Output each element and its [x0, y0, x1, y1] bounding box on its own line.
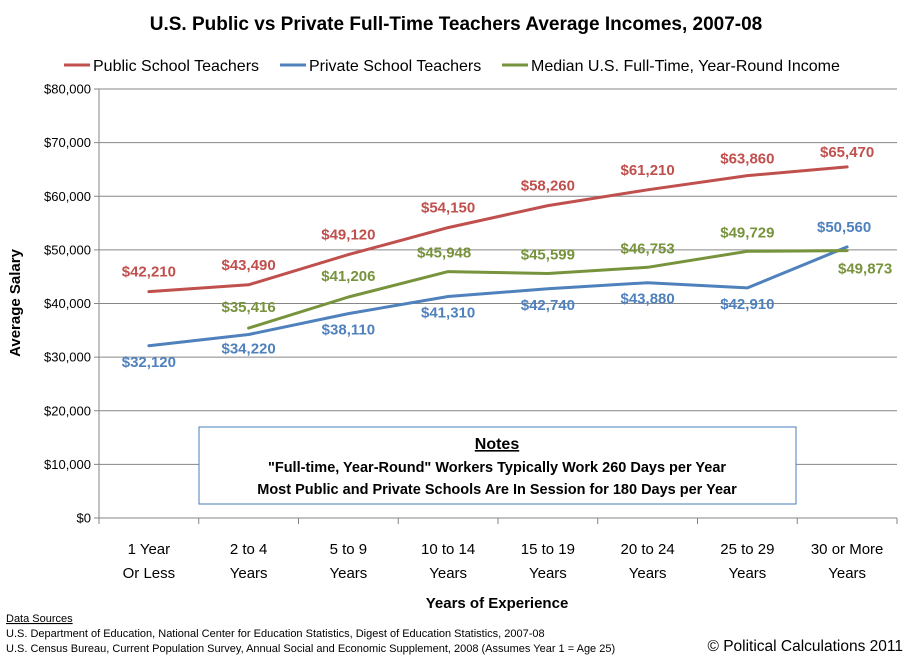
y-tick-label: $50,000: [44, 242, 91, 257]
data-label: $43,880: [621, 291, 675, 308]
notes-heading: Notes: [475, 436, 520, 453]
x-tick-label: 5 to 9 Years: [329, 541, 367, 582]
x-tick-label-line: Years: [329, 565, 367, 582]
series-line: [147, 245, 849, 348]
data-label: $43,490: [222, 257, 276, 274]
series-line: [147, 165, 849, 294]
y-axis: $0 $10,000 $20,000 $30,000 $40,000 $50,000 $60…: [44, 82, 100, 526]
x-tick-label: 2 to 4 Years: [230, 541, 268, 582]
data-label: $32,120: [122, 354, 176, 371]
data-label: $49,873: [838, 261, 892, 278]
y-axis-title: Average Salary: [7, 248, 24, 357]
legend-label: Private School Teachers: [309, 58, 481, 75]
data-label: $34,220: [222, 340, 276, 357]
data-label: $42,210: [122, 264, 176, 281]
data-label: $35,416: [222, 299, 276, 316]
legend-label: Public School Teachers: [93, 58, 259, 75]
chart-title: U.S. Public vs Private Full-Time Teacher…: [150, 14, 763, 35]
notes-line-2: Most Public and Private Schools Are In S…: [257, 482, 737, 498]
x-tick-label-line: Years: [629, 565, 667, 582]
y-tick-label: $20,000: [44, 403, 91, 418]
y-tick-label: $70,000: [44, 135, 91, 150]
data-label: $45,599: [521, 246, 575, 263]
x-tick-label-line: 15 to 19: [521, 541, 575, 558]
series-line: [247, 249, 849, 330]
data-label: $42,740: [521, 297, 575, 314]
x-tick-label: 1 Year Or Less: [123, 541, 176, 582]
data-label: $49,120: [321, 227, 375, 244]
x-tick-label-line: Years: [828, 565, 866, 582]
y-tick-label: $80,000: [44, 82, 91, 97]
data-label: $50,560: [817, 219, 871, 236]
copyright-notice: © Political Calculations 2011: [707, 638, 903, 655]
x-tick-label-line: 10 to 14: [421, 541, 475, 558]
x-tick-label-line: 30 or More: [811, 541, 884, 558]
data-label: $45,948: [417, 245, 471, 262]
data-label: $41,206: [321, 268, 375, 285]
legend-label: Median U.S. Full-Time, Year-Round Income: [531, 58, 840, 75]
series-layer: [147, 165, 849, 348]
x-tick-label-line: 2 to 4: [230, 541, 268, 558]
sources-heading: Data Sources: [6, 613, 73, 625]
data-label: $54,150: [421, 200, 475, 217]
data-label: $41,310: [421, 304, 475, 321]
data-labels-layer: $42,210 $43,490 $49,120 $54,150 $58,260 $61,2…: [122, 144, 892, 371]
x-tick-label-line: 1 Year: [128, 541, 171, 558]
data-label: $46,753: [621, 240, 675, 257]
y-tick-label: $30,000: [44, 350, 91, 365]
x-tick-label: 15 to 19 Years: [521, 541, 575, 582]
x-tick-label-line: Years: [529, 565, 567, 582]
sources-line-2: U.S. Census Bureau, Current Population S…: [6, 643, 615, 655]
data-label: $38,110: [322, 322, 375, 339]
x-tick-label: 25 to 29 Years: [720, 541, 774, 582]
data-label: $49,729: [720, 224, 774, 241]
data-label: $63,860: [720, 151, 774, 168]
y-tick-label: $40,000: [44, 296, 91, 311]
x-tick-label-line: Years: [230, 565, 268, 582]
x-tick-label-line: Years: [728, 565, 766, 582]
x-tick-label-line: 25 to 29: [720, 541, 774, 558]
y-tick-label: $0: [77, 511, 91, 526]
notes-box: Notes "Full-time, Year-Round" Workers Ty…: [198, 426, 797, 505]
notes-line-1: "Full-time, Year-Round" Workers Typicall…: [268, 460, 726, 476]
x-tick-label-line: Years: [429, 565, 467, 582]
x-tick-label: 10 to 14 Years: [421, 541, 475, 582]
legend: Public School Teachers Private School Tea…: [64, 58, 840, 75]
x-tick-label-line: 5 to 9: [330, 541, 368, 558]
notes-frame: [198, 426, 797, 505]
data-label: $58,260: [521, 178, 575, 195]
x-tick-label: 20 to 24 Years: [621, 541, 675, 582]
y-tick-label: $60,000: [44, 189, 91, 204]
data-label: $61,210: [621, 162, 675, 179]
sources-line-1: U.S. Department of Education, National C…: [6, 628, 545, 640]
x-tick-label-line: Or Less: [123, 565, 176, 582]
y-tick-label: $10,000: [44, 457, 91, 472]
data-label: $65,470: [820, 144, 874, 161]
x-tick-label: 30 or More Years: [811, 541, 884, 582]
data-label: $42,910: [720, 296, 774, 313]
x-tick-label-line: 20 to 24: [621, 541, 675, 558]
x-axis-title: Years of Experience: [426, 595, 569, 612]
